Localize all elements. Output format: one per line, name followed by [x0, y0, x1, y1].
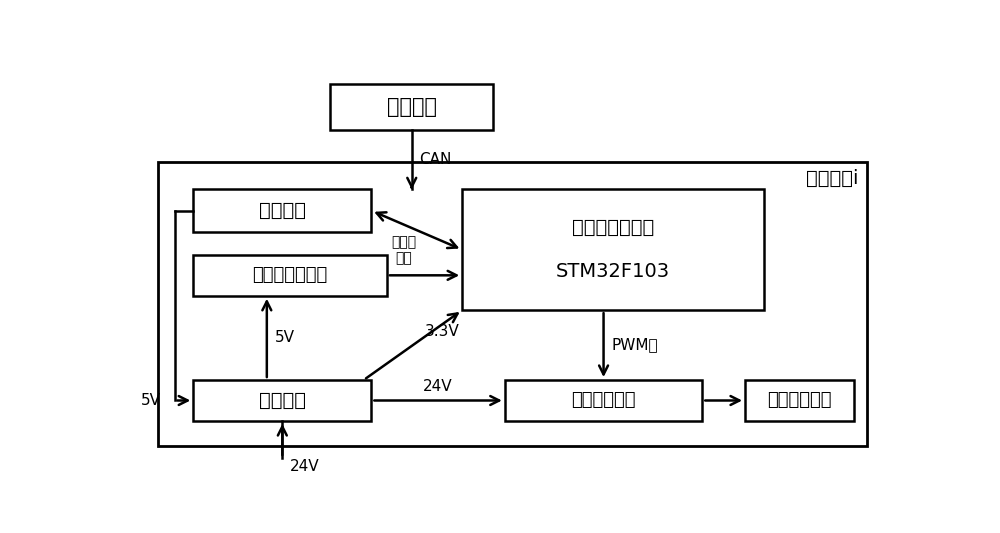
Text: PWM波: PWM波: [611, 337, 658, 353]
Bar: [193, 380, 371, 421]
Bar: [193, 189, 371, 232]
Text: 通讯电路: 通讯电路: [259, 201, 306, 220]
Bar: [158, 163, 867, 446]
Text: 直流无刷电机: 直流无刷电机: [767, 392, 832, 409]
Bar: [193, 255, 387, 296]
Bar: [505, 380, 702, 421]
Text: 传感器采集电路: 传感器采集电路: [252, 266, 328, 284]
Text: 3.3V: 3.3V: [425, 324, 459, 339]
Text: 电机驱动电路: 电机驱动电路: [571, 392, 636, 409]
Bar: [745, 380, 854, 421]
Text: 5V: 5V: [141, 393, 161, 408]
Text: CAN: CAN: [420, 152, 452, 167]
Text: 5V: 5V: [275, 330, 295, 345]
Text: 24V: 24V: [290, 459, 320, 474]
Text: 24V: 24V: [423, 379, 453, 394]
Text: 主控制器: 主控制器: [387, 96, 437, 117]
Text: 电源电路: 电源电路: [259, 391, 306, 410]
Text: 柔性关节i: 柔性关节i: [806, 168, 858, 188]
Text: 传感器
信号: 传感器 信号: [391, 235, 416, 265]
Bar: [462, 189, 764, 310]
Bar: [330, 84, 493, 130]
Text: 关节控制器芯片

STM32F103: 关节控制器芯片 STM32F103: [556, 218, 670, 281]
